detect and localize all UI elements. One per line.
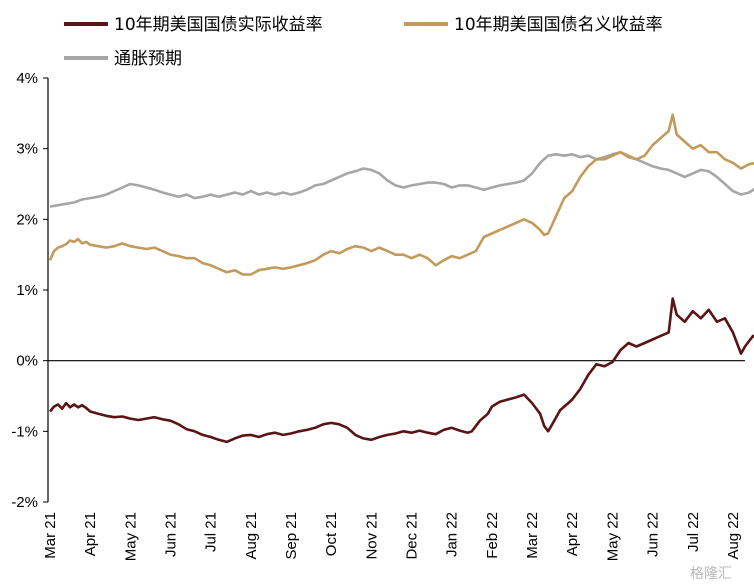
x-tick-label: Jan 22	[444, 512, 461, 557]
y-tick-label: 2%	[16, 211, 38, 228]
series-line-2	[49, 150, 754, 208]
x-tick-label: Jul 22	[685, 512, 702, 552]
y-tick-label: -2%	[11, 494, 38, 511]
x-tick-label: Mar 22	[524, 512, 541, 559]
x-tick-label: Oct 21	[323, 512, 340, 556]
series-line-1	[48, 113, 754, 276]
x-tick-label: Nov 21	[363, 512, 380, 560]
y-tick-label: 0%	[16, 353, 38, 370]
y-tick-label: 1%	[16, 282, 38, 299]
x-tick-label: May 22	[604, 512, 621, 561]
y-tick-label: 4%	[16, 70, 38, 87]
x-tick-label: Sep 21	[283, 512, 300, 560]
x-tick-label: Aug 21	[243, 512, 260, 560]
x-tick-label: Jul 21	[203, 512, 220, 552]
x-tick-label: Jun 22	[645, 512, 662, 557]
y-tick-label: -1%	[11, 423, 38, 440]
x-tick-label: Jun 21	[163, 512, 180, 557]
legend-label: 10年期美国国债名义收益率	[454, 15, 663, 35]
x-tick-label: Mar 21	[42, 512, 59, 559]
x-tick-label: May 21	[122, 512, 139, 561]
series-line-0	[48, 297, 754, 444]
legend-label: 10年期美国国债实际收益率	[114, 15, 323, 35]
x-tick-label: Dec 21	[404, 512, 421, 560]
watermark-text: 格隆汇	[690, 566, 732, 582]
legend-label: 通胀预期	[114, 49, 182, 69]
x-tick-label: Apr 21	[82, 512, 99, 556]
x-tick-label: Apr 22	[564, 512, 581, 556]
x-tick-label: Feb 22	[484, 512, 501, 559]
y-tick-label: 3%	[16, 141, 38, 158]
x-tick-label: Aug 22	[725, 512, 742, 560]
